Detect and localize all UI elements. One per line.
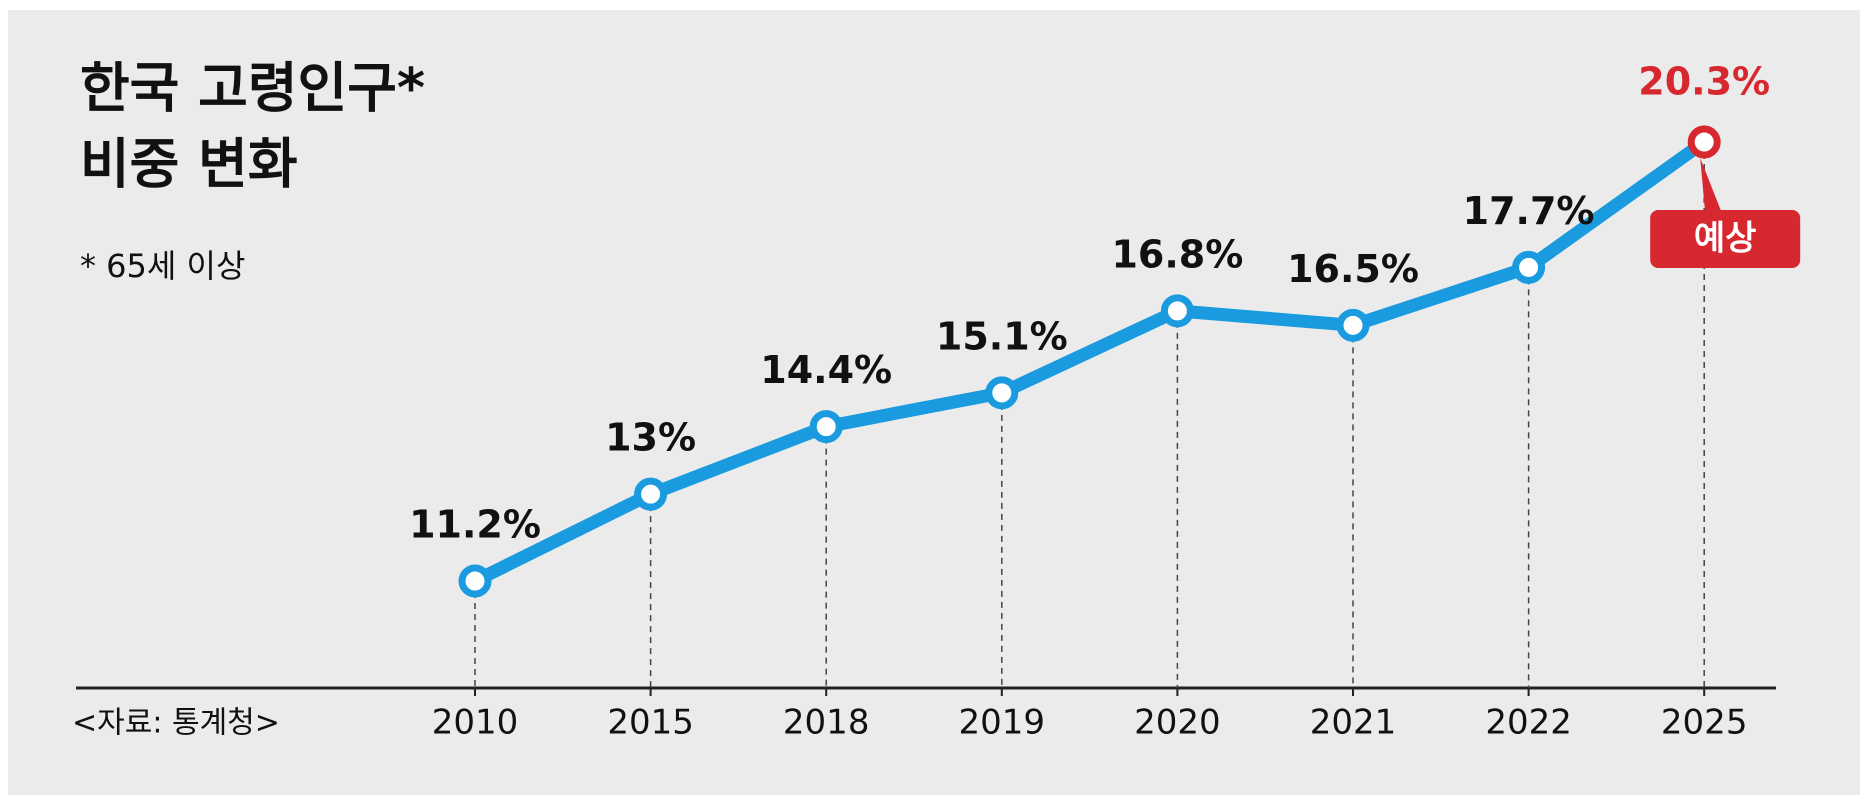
chart-title: 비중 변화	[80, 133, 298, 196]
chart-title: 한국 고령인구*	[80, 57, 425, 120]
point	[458, 564, 492, 598]
source: <자료: 통계청>	[72, 706, 280, 741]
point	[1160, 294, 1194, 328]
point	[634, 477, 668, 511]
x-tick-label: 2010	[432, 703, 519, 743]
x-tick-label: 2020	[1134, 703, 1221, 743]
subtitle: * 65세 이상	[80, 247, 245, 285]
point	[809, 410, 843, 444]
annotation: 예상	[1694, 219, 1757, 259]
series-line	[472, 136, 1708, 587]
point	[1512, 250, 1546, 284]
x-tick-label: 2019	[959, 703, 1046, 743]
x-tick-label: 2015	[607, 703, 694, 743]
x-tick-label: 2018	[783, 703, 870, 743]
value-label: 11.2%	[409, 503, 541, 547]
x-tick-label: 2021	[1310, 703, 1397, 743]
annotation-pointer	[1700, 158, 1727, 224]
value-label: 13%	[605, 416, 696, 460]
point	[1687, 125, 1721, 159]
x-tick-label: 2022	[1485, 703, 1572, 743]
point	[985, 376, 1019, 410]
value-label: 16.5%	[1287, 247, 1419, 291]
value-label: 15.1%	[936, 314, 1068, 358]
annotation-badge	[1650, 210, 1801, 268]
x-tick-label: 2025	[1661, 703, 1748, 743]
value-label: 16.8%	[1111, 232, 1243, 276]
value-label: 20.3%	[1638, 60, 1770, 104]
value-label: 17.7%	[1463, 189, 1595, 233]
point	[1336, 308, 1370, 342]
value-label: 14.4%	[760, 348, 892, 392]
